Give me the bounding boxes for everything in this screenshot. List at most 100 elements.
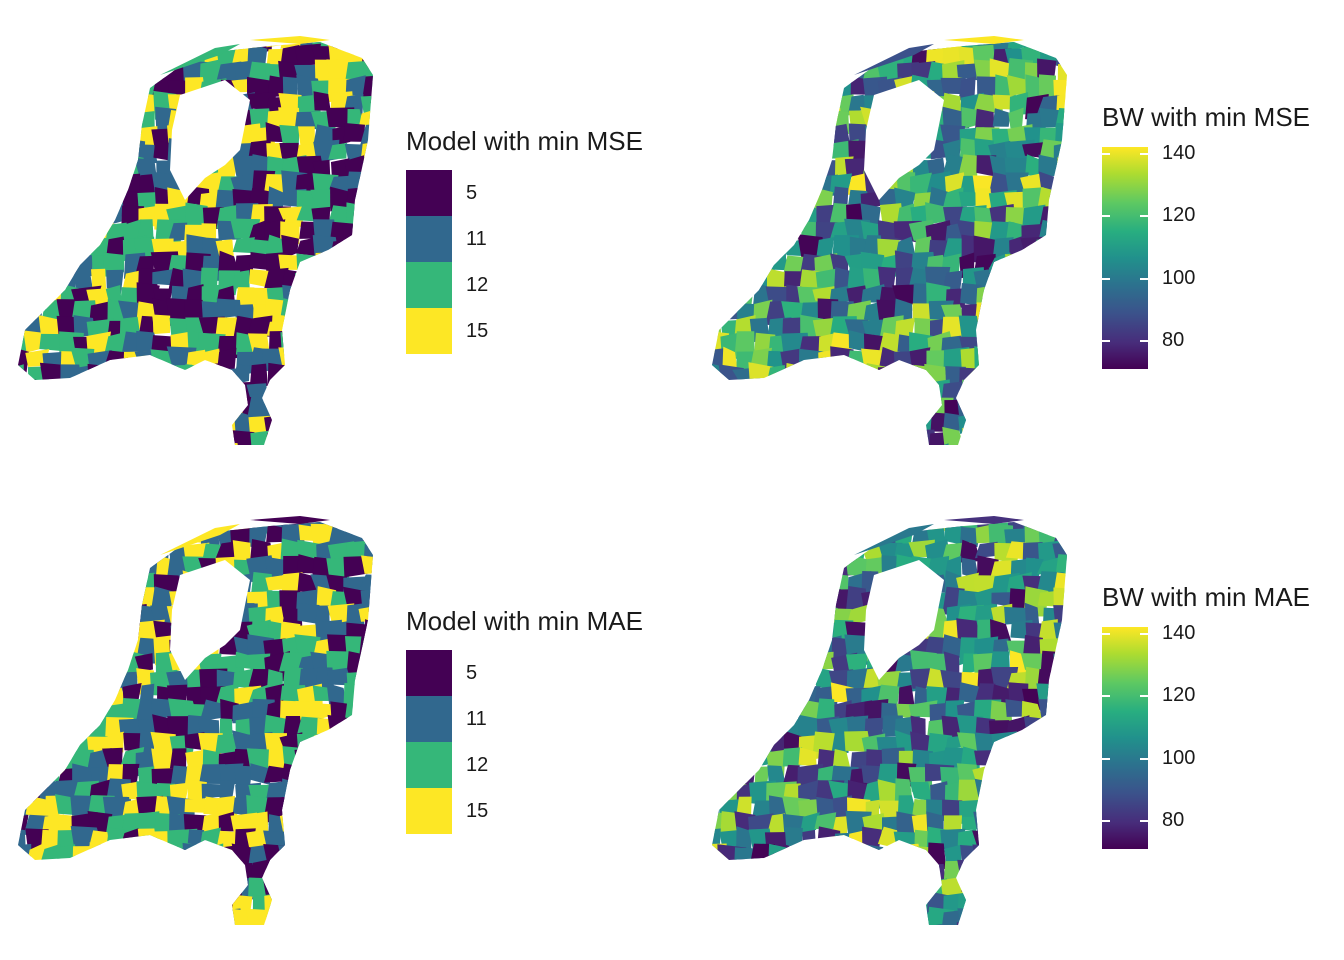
municipality <box>41 92 67 120</box>
municipality <box>330 158 350 177</box>
municipality <box>154 46 173 67</box>
municipality <box>768 635 795 657</box>
municipality <box>925 202 950 225</box>
municipality <box>784 396 807 426</box>
municipality <box>40 699 62 727</box>
municipality <box>18 619 30 644</box>
municipality <box>766 893 786 914</box>
municipality <box>342 223 371 250</box>
municipality <box>87 363 111 386</box>
municipality <box>812 554 838 583</box>
municipality <box>799 843 826 867</box>
municipality <box>103 126 130 144</box>
municipality <box>185 429 208 445</box>
municipality <box>1022 335 1039 355</box>
municipality <box>236 926 255 952</box>
municipality <box>119 59 148 84</box>
municipality <box>733 42 762 67</box>
municipality <box>977 798 997 821</box>
municipality <box>765 139 785 161</box>
municipality <box>39 112 64 136</box>
municipality <box>1006 922 1036 925</box>
municipality <box>185 394 209 425</box>
municipality <box>375 223 399 238</box>
municipality <box>720 63 743 82</box>
municipality <box>721 702 744 724</box>
municipality <box>18 396 36 420</box>
municipality <box>153 909 175 925</box>
municipality <box>361 349 373 377</box>
municipality <box>18 346 29 377</box>
municipality <box>722 572 746 592</box>
municipality <box>247 394 278 419</box>
municipality <box>751 92 773 118</box>
municipality <box>104 555 126 578</box>
municipality <box>712 429 729 445</box>
municipality <box>898 522 913 531</box>
municipality <box>752 123 772 153</box>
municipality <box>816 524 842 547</box>
municipality <box>912 447 932 470</box>
municipality <box>326 382 358 411</box>
municipality <box>797 864 823 884</box>
municipality <box>18 907 29 925</box>
municipality <box>218 428 237 445</box>
municipality <box>1007 285 1033 305</box>
municipality <box>218 394 242 414</box>
municipality <box>1071 683 1089 710</box>
municipality <box>39 445 64 468</box>
municipality <box>712 378 726 405</box>
municipality <box>992 811 1014 840</box>
municipality <box>22 671 51 693</box>
municipality <box>718 746 745 766</box>
municipality <box>231 430 257 445</box>
municipality <box>378 93 396 118</box>
municipality <box>992 108 1011 127</box>
municipality <box>358 411 373 441</box>
municipality <box>18 843 32 866</box>
municipality <box>38 159 62 182</box>
municipality <box>23 860 52 883</box>
municipality <box>54 523 74 543</box>
municipality <box>360 299 373 326</box>
municipality <box>121 848 147 874</box>
municipality <box>797 91 823 121</box>
municipality <box>720 893 748 917</box>
municipality <box>909 846 930 869</box>
municipality <box>802 891 821 918</box>
municipality <box>733 714 750 738</box>
municipality <box>219 780 236 802</box>
municipality <box>107 59 129 84</box>
municipality <box>1041 844 1062 867</box>
municipality <box>246 444 274 445</box>
municipality <box>137 411 163 438</box>
municipality <box>330 335 349 358</box>
municipality <box>797 63 822 80</box>
municipality <box>764 379 792 405</box>
municipality <box>121 107 144 131</box>
municipality <box>71 160 97 175</box>
municipality <box>991 922 1009 925</box>
municipality <box>296 298 322 325</box>
municipality <box>38 42 64 51</box>
municipality <box>1058 287 1067 309</box>
municipality <box>1070 432 1090 447</box>
tick-100-r <box>1140 278 1148 280</box>
municipality <box>814 411 838 440</box>
municipality <box>1006 814 1032 837</box>
municipality <box>359 286 373 306</box>
municipality <box>797 42 821 57</box>
municipality <box>360 908 373 925</box>
municipality <box>1073 317 1092 344</box>
municipality <box>1042 828 1067 854</box>
tick-100-r <box>1140 758 1148 760</box>
municipality <box>780 92 801 113</box>
municipality <box>40 604 70 625</box>
municipality <box>718 205 746 224</box>
legend-swatch-15 <box>406 308 452 354</box>
tick-100 <box>1102 758 1110 760</box>
colorbar-label-100: 100 <box>1162 747 1196 769</box>
municipality <box>25 571 50 590</box>
municipality <box>863 363 888 387</box>
municipality <box>752 922 774 925</box>
